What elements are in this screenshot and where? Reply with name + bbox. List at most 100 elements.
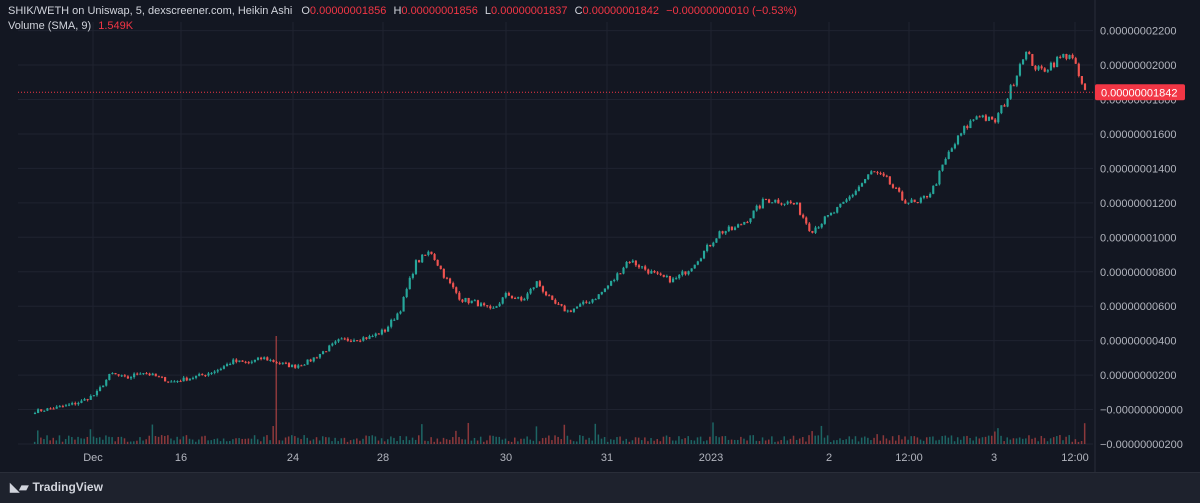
volume-bar [337, 441, 339, 444]
candle-body [43, 410, 46, 412]
volume-bar [994, 431, 996, 444]
x-tick-label: 12:00 [895, 452, 923, 464]
volume-bar [566, 435, 569, 444]
volume-bar [730, 439, 733, 444]
volume-bar [498, 436, 501, 444]
tradingview-logo-icon: ◣▰ [10, 480, 29, 494]
candle-body [188, 378, 191, 381]
volume-bar [594, 423, 597, 444]
volume-bar [89, 429, 92, 444]
volume-bar [997, 428, 999, 444]
candle-body [1018, 64, 1022, 76]
candle-body [916, 201, 919, 203]
candle-body [1056, 56, 1059, 68]
volume-bar [359, 440, 361, 444]
candle-body [328, 345, 331, 352]
volume-bar [442, 437, 445, 444]
candle-body [74, 403, 77, 405]
candle-body [690, 268, 693, 272]
volume-bar [275, 336, 278, 444]
candle-body [882, 173, 885, 176]
candle-body [1046, 70, 1049, 72]
candle-body [764, 199, 768, 201]
candle-body [981, 115, 984, 118]
candle-body [616, 273, 619, 280]
candle-body [455, 287, 458, 293]
volume-bar [136, 440, 138, 444]
volume-bar [644, 437, 646, 444]
candle-body [687, 271, 690, 275]
x-tick-label: 31 [601, 452, 613, 464]
candle-body [925, 195, 929, 198]
candle-body [541, 286, 545, 292]
candle-body [272, 359, 275, 363]
candle-body [517, 297, 520, 299]
candle-body [396, 313, 399, 320]
candle-body [464, 297, 467, 302]
volume-bar [569, 439, 572, 444]
candle-body [836, 207, 839, 213]
candle-body [1052, 62, 1056, 68]
volume-bar [969, 437, 971, 444]
volume-bar [665, 435, 668, 444]
volume-bar [470, 440, 473, 444]
candle-body [408, 277, 411, 290]
volume-bar [616, 437, 618, 444]
volume-bar [139, 437, 141, 444]
candle-body [315, 357, 318, 359]
candle-body [80, 400, 83, 403]
candle-body [89, 395, 92, 400]
volume-bar [43, 439, 45, 444]
candle-body [563, 305, 566, 312]
volume-bar [300, 439, 302, 444]
volume-bar [588, 437, 590, 444]
candle-body [430, 251, 433, 255]
change-value: −0.00000000010 (−0.53%) [666, 5, 797, 17]
candle-body [387, 326, 390, 332]
candle-body [52, 408, 55, 410]
volume-bar [334, 437, 336, 444]
candle-body [83, 399, 86, 401]
volume-bar [919, 439, 922, 444]
volume-bar [718, 437, 720, 444]
volume-bar [978, 438, 981, 444]
candle-body [873, 171, 876, 173]
candle-body [145, 373, 148, 375]
volume-bar [922, 440, 925, 444]
volume-bar [833, 440, 835, 444]
volume-bar [489, 435, 491, 444]
candle-body [393, 319, 396, 321]
volume-bar [876, 434, 878, 444]
volume-bar [560, 439, 562, 444]
volume-bar [733, 439, 736, 444]
low-label: L [484, 5, 492, 17]
volume-bar [579, 435, 581, 444]
volume-bar [882, 435, 885, 444]
candle-body [331, 343, 334, 346]
candle-body [647, 269, 650, 274]
volume-bar [399, 435, 401, 444]
candle-body [365, 337, 368, 339]
volume-bar [117, 436, 120, 444]
volume-bar [213, 439, 216, 444]
volume-bar [374, 436, 377, 444]
y-tick-label: 0.00000000800 [1100, 267, 1176, 279]
candle-body [929, 193, 932, 198]
volume-bar [365, 435, 367, 444]
candle-body [749, 218, 752, 223]
candle-body [696, 261, 699, 265]
volume-bar [963, 436, 965, 444]
volume-bar [250, 438, 253, 444]
candle-body [448, 278, 452, 284]
candle-body [55, 406, 58, 409]
volume-bar [916, 437, 919, 444]
candle-body [628, 261, 631, 263]
candle-body [907, 202, 910, 204]
candle-body [402, 297, 405, 312]
volume-bar [346, 441, 349, 444]
candle-body [120, 375, 123, 377]
candle-body [885, 175, 888, 177]
tradingview-brand[interactable]: ◣▰ TradingView [10, 480, 103, 494]
candle-body [637, 265, 641, 268]
